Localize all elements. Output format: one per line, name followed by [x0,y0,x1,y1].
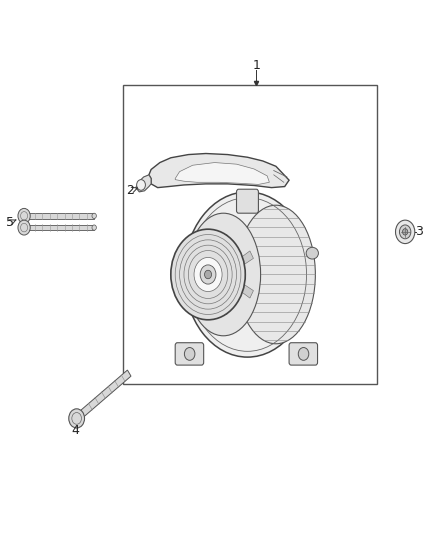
Polygon shape [220,295,227,314]
Ellipse shape [306,247,318,259]
Circle shape [205,270,212,279]
Circle shape [204,269,212,280]
Polygon shape [220,235,227,254]
FancyBboxPatch shape [237,189,258,213]
Circle shape [171,229,245,320]
Ellipse shape [184,192,311,357]
Polygon shape [193,251,210,268]
Ellipse shape [237,205,315,344]
Polygon shape [26,225,94,230]
Circle shape [200,265,216,284]
Circle shape [92,225,96,230]
Text: 3: 3 [415,225,423,238]
FancyBboxPatch shape [175,343,204,365]
Text: 5: 5 [6,216,14,229]
Circle shape [69,409,85,428]
Polygon shape [136,175,151,192]
FancyBboxPatch shape [289,343,318,365]
Circle shape [92,213,96,219]
Polygon shape [175,163,269,184]
Polygon shape [75,370,131,422]
Polygon shape [26,213,94,219]
Bar [123,85,377,384]
Circle shape [184,348,195,360]
Circle shape [18,208,30,223]
Circle shape [18,220,30,235]
Circle shape [298,348,309,360]
Circle shape [403,229,408,235]
Text: 2: 2 [127,184,134,197]
Circle shape [396,220,415,244]
Circle shape [399,225,411,239]
Text: 1: 1 [252,59,260,71]
Polygon shape [237,251,254,268]
Polygon shape [149,154,289,188]
Polygon shape [237,281,254,298]
Polygon shape [193,281,210,298]
Text: 4: 4 [71,424,79,437]
Ellipse shape [186,213,261,336]
Circle shape [197,261,219,288]
Circle shape [137,180,145,190]
Circle shape [194,257,222,292]
